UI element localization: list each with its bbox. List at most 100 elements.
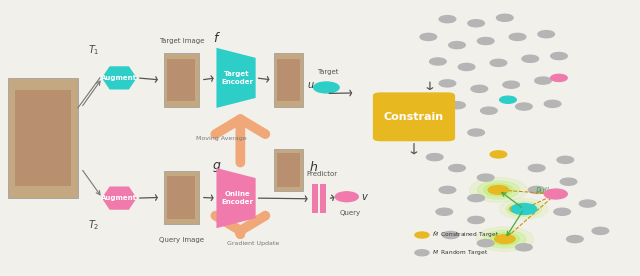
Bar <box>312 184 318 213</box>
Text: Target: Target <box>317 70 339 75</box>
Circle shape <box>495 235 515 243</box>
Circle shape <box>468 129 484 136</box>
Polygon shape <box>216 48 255 108</box>
Circle shape <box>468 20 484 27</box>
Bar <box>320 184 326 213</box>
Bar <box>277 153 300 187</box>
Circle shape <box>500 199 548 219</box>
Circle shape <box>490 233 520 245</box>
Circle shape <box>439 16 456 23</box>
Circle shape <box>497 235 513 243</box>
Circle shape <box>490 151 507 158</box>
Circle shape <box>314 82 339 93</box>
Circle shape <box>544 100 561 107</box>
Text: Query Image: Query Image <box>159 237 204 243</box>
Circle shape <box>470 178 527 202</box>
Polygon shape <box>102 187 137 210</box>
Text: $g$: $g$ <box>212 160 221 174</box>
Bar <box>15 90 71 186</box>
Circle shape <box>449 164 465 172</box>
Circle shape <box>592 227 609 234</box>
Text: $v$: $v$ <box>361 192 369 202</box>
Circle shape <box>550 74 567 81</box>
Text: Query: Query <box>339 210 360 216</box>
Circle shape <box>554 208 570 215</box>
Bar <box>168 176 195 219</box>
Text: $h$: $h$ <box>309 160 318 174</box>
Circle shape <box>429 58 446 65</box>
Text: Gradient Update: Gradient Update <box>227 241 279 246</box>
Circle shape <box>335 192 358 202</box>
Circle shape <box>511 204 537 214</box>
Circle shape <box>550 52 567 60</box>
Circle shape <box>538 31 554 38</box>
Bar <box>164 53 199 107</box>
Bar <box>274 149 303 191</box>
Circle shape <box>529 186 545 193</box>
Text: $\hat{M}$  Constrained Target: $\hat{M}$ Constrained Target <box>432 230 499 240</box>
FancyBboxPatch shape <box>373 92 455 141</box>
Circle shape <box>579 200 596 207</box>
Circle shape <box>529 164 545 172</box>
Text: $T_1$: $T_1$ <box>88 44 100 57</box>
Text: Predictor: Predictor <box>307 171 337 177</box>
Circle shape <box>442 232 459 238</box>
Circle shape <box>415 232 429 238</box>
Text: Moving Average: Moving Average <box>196 136 246 140</box>
Circle shape <box>415 250 429 256</box>
Text: $M$  Random Target: $M$ Random Target <box>432 248 488 257</box>
Circle shape <box>436 124 452 131</box>
Bar <box>277 59 300 101</box>
Circle shape <box>449 42 465 49</box>
Text: $T_2$: $T_2$ <box>88 219 100 232</box>
Circle shape <box>476 227 534 251</box>
Circle shape <box>516 103 532 110</box>
Bar <box>164 171 199 224</box>
Circle shape <box>503 81 520 88</box>
Circle shape <box>500 96 516 103</box>
Bar <box>8 78 78 198</box>
Circle shape <box>471 85 488 92</box>
Circle shape <box>535 77 551 84</box>
Circle shape <box>426 153 443 161</box>
Circle shape <box>477 174 494 181</box>
Circle shape <box>477 240 494 247</box>
Circle shape <box>468 195 484 202</box>
Text: Target Image: Target Image <box>159 38 204 44</box>
Circle shape <box>560 178 577 185</box>
Text: $u$: $u$ <box>307 80 315 90</box>
Circle shape <box>449 102 465 109</box>
Circle shape <box>420 33 436 41</box>
Text: Online
Encoder: Online Encoder <box>221 191 253 205</box>
Circle shape <box>522 55 539 62</box>
Circle shape <box>566 235 583 243</box>
Text: Constrain: Constrain <box>384 112 444 122</box>
Circle shape <box>557 156 573 163</box>
Circle shape <box>488 185 509 194</box>
Circle shape <box>458 63 475 70</box>
Circle shape <box>490 59 507 67</box>
Bar <box>274 53 303 107</box>
Circle shape <box>509 206 526 213</box>
Text: Augment: Augment <box>101 75 138 81</box>
Circle shape <box>481 107 497 114</box>
Circle shape <box>477 38 494 44</box>
Polygon shape <box>216 168 255 228</box>
Circle shape <box>439 186 456 193</box>
Circle shape <box>439 80 456 87</box>
Circle shape <box>509 33 526 41</box>
Circle shape <box>468 216 484 224</box>
Text: $f$: $f$ <box>212 31 221 45</box>
Circle shape <box>506 201 541 217</box>
Text: Augment: Augment <box>101 195 138 201</box>
Bar <box>168 59 195 101</box>
Circle shape <box>544 189 567 199</box>
Circle shape <box>436 208 452 215</box>
Circle shape <box>484 230 526 248</box>
Text: Pull: Pull <box>536 187 550 196</box>
Text: Target
Encoder: Target Encoder <box>221 71 253 85</box>
Polygon shape <box>102 66 137 89</box>
Circle shape <box>497 14 513 21</box>
Circle shape <box>484 184 513 196</box>
Circle shape <box>516 244 532 251</box>
